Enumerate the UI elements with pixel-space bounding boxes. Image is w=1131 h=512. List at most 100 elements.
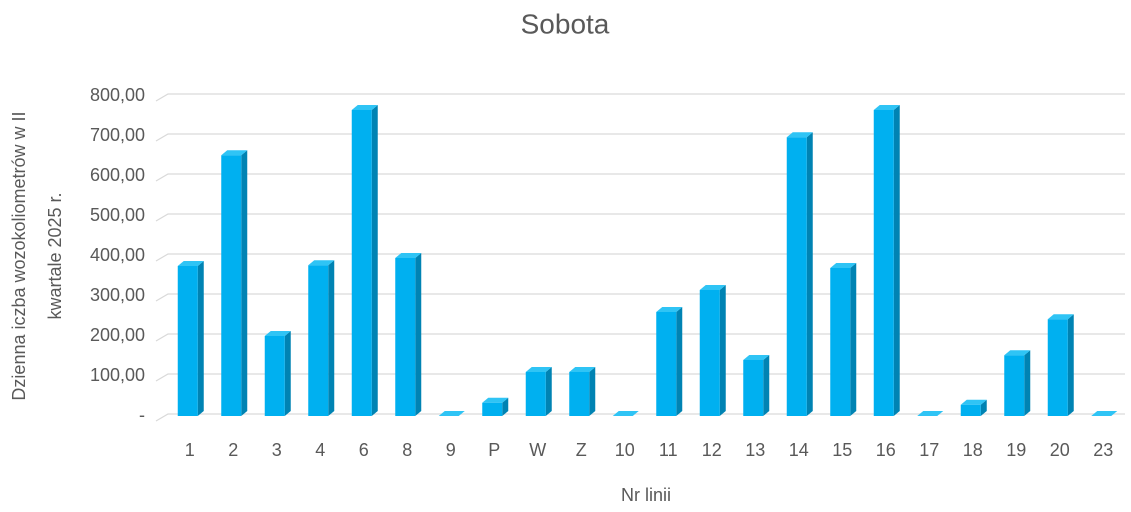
bar-top — [830, 263, 857, 268]
bar-top — [438, 411, 465, 416]
y-tick-label: 600,00 — [90, 165, 145, 185]
bar-side — [893, 105, 900, 416]
bar-side — [676, 307, 683, 416]
x-tick-label: 15 — [832, 440, 852, 460]
bar-side — [850, 263, 857, 416]
bar-top — [177, 261, 204, 266]
bar — [395, 253, 422, 416]
bar-top — [351, 105, 378, 110]
bar-front — [221, 155, 242, 416]
bar-side — [371, 105, 378, 416]
x-tick-label: 12 — [702, 440, 722, 460]
y-tick-label: 300,00 — [90, 285, 145, 305]
x-tick-label: 16 — [876, 440, 896, 460]
bar — [351, 105, 378, 416]
bar — [221, 150, 248, 416]
y-tick-label: 800,00 — [90, 85, 145, 105]
bar — [1004, 350, 1031, 416]
x-tick-label: 18 — [963, 440, 983, 460]
bar-front — [960, 404, 981, 416]
bar — [699, 285, 726, 416]
bar-side — [241, 150, 248, 416]
x-tick-label: 9 — [446, 440, 456, 460]
grid-line — [155, 173, 1125, 182]
bar-front — [873, 110, 894, 416]
bar — [612, 411, 639, 416]
grid-line — [155, 213, 1125, 222]
x-tick-label: 6 — [359, 440, 369, 460]
bar — [525, 367, 552, 416]
bar-side — [284, 331, 291, 416]
bar-front — [699, 290, 720, 416]
bar-side — [1024, 350, 1031, 416]
bar-front — [656, 312, 677, 416]
bar-top — [786, 132, 813, 138]
bar — [743, 355, 770, 416]
bar-front — [395, 258, 416, 416]
bar-front — [1047, 319, 1068, 416]
x-tick-label: 10 — [615, 440, 635, 460]
bar — [438, 411, 465, 416]
x-tick-label: P — [488, 440, 500, 460]
bar-top — [1091, 411, 1118, 416]
bar-side — [806, 132, 813, 416]
grid-line — [155, 93, 1125, 102]
bar-front — [1004, 355, 1025, 416]
grid-line — [155, 293, 1125, 302]
bar — [917, 411, 944, 416]
bar-front — [351, 110, 372, 416]
bar-front — [264, 336, 285, 416]
y-axis-label: Dzienna iczba wozokoliometrów w II — [9, 111, 29, 400]
bar-front — [786, 137, 807, 416]
bar-top — [917, 411, 944, 416]
bar — [308, 260, 335, 416]
bar-front — [525, 372, 546, 416]
bar-top — [308, 260, 335, 266]
bar-side — [545, 367, 552, 416]
x-tick-label: 13 — [745, 440, 765, 460]
bar-top — [612, 411, 639, 416]
bar-top — [569, 367, 596, 372]
x-tick-label: 11 — [659, 440, 678, 460]
bar-top — [1047, 314, 1074, 320]
y-tick-label: 400,00 — [90, 245, 145, 265]
grid-line — [155, 373, 1125, 382]
bar-side — [719, 285, 726, 416]
bar-side — [763, 355, 770, 416]
bar-front — [308, 265, 329, 416]
bar-top — [699, 285, 726, 290]
bar — [177, 261, 204, 416]
bar — [569, 367, 596, 416]
bar-top — [264, 331, 291, 336]
x-tick-label: Z — [576, 440, 587, 460]
y-tick-label: 500,00 — [90, 205, 145, 225]
x-tick-label: 1 — [185, 440, 195, 460]
bar-side — [197, 261, 204, 416]
bar — [830, 263, 857, 416]
bar-top — [1004, 350, 1031, 356]
bar-top — [525, 367, 552, 372]
bar-side — [1067, 314, 1074, 416]
bar-top — [482, 397, 509, 403]
x-tick-label: W — [529, 440, 546, 460]
bar — [786, 132, 813, 416]
bar-front — [482, 402, 503, 416]
bar-top — [960, 399, 987, 405]
bar — [960, 399, 987, 416]
bar — [1047, 314, 1074, 416]
y-tick-label: - — [139, 405, 145, 425]
bar-front — [569, 372, 590, 416]
x-tick-label: 3 — [272, 440, 282, 460]
bar-top — [221, 150, 248, 156]
bar-front — [830, 268, 851, 416]
x-tick-label: 2 — [228, 440, 238, 460]
bar-front — [743, 360, 764, 416]
bar — [264, 331, 291, 416]
x-tick-label: 4 — [315, 440, 325, 460]
bar — [482, 397, 509, 416]
y-tick-label: 700,00 — [90, 125, 145, 145]
x-tick-label: 17 — [919, 440, 939, 460]
chart-title: Sobota — [521, 8, 610, 39]
